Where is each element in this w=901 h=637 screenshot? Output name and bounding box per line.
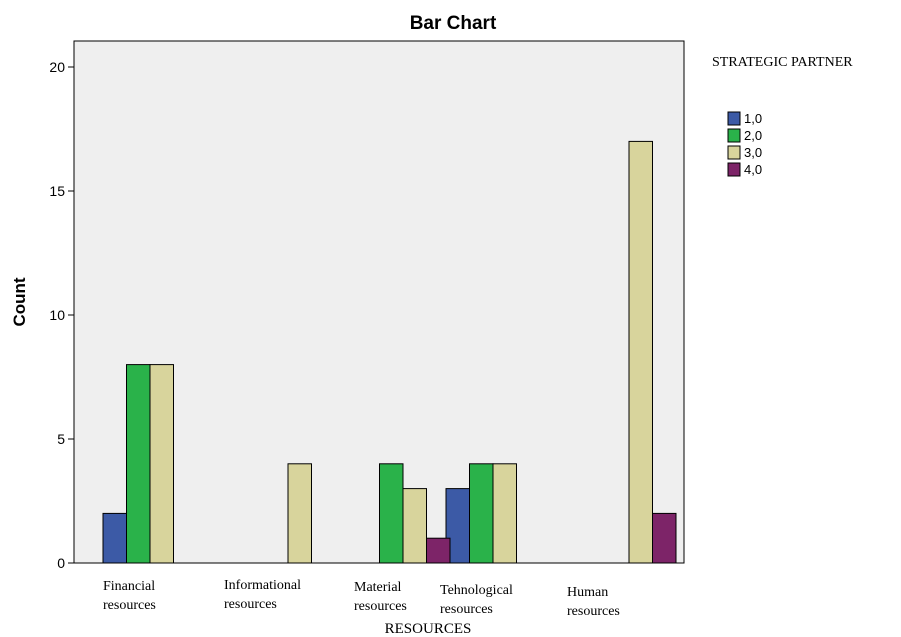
x-tick-label-line: resources [567,604,620,619]
legend-label: 2,0 [744,128,762,143]
bar-series-3-category-2 [287,463,312,564]
bar-series-3-category-5 [628,140,653,564]
chart-title: Bar Chart [410,13,497,34]
x-tick-label-line: resources [224,597,277,612]
legend-items: 1,0 2,0 3,0 4,0 [727,111,762,177]
x-tick-label: Material resources [354,580,407,614]
bar-series-4-category-5 [652,512,677,564]
y-tick-label: 0 [57,555,65,571]
x-tick-label-line: Financial [103,579,155,594]
legend: STRATEGIC PARTNER 1,0 2,0 3,0 4,0 [712,55,853,177]
x-tick-label-line: Human [567,585,608,600]
x-tick-label-line: Material [354,580,402,595]
y-tick-label: 5 [57,431,65,447]
bar-series-1-category-1 [102,512,127,564]
x-axis-label: RESOURCES [385,621,472,637]
legend-swatch [727,162,741,177]
y-axis: 0 5 10 15 20 [49,59,74,571]
y-tick-label: 15 [49,183,65,199]
x-tick-label-line: Tehnological [440,583,513,598]
legend-swatch [727,128,741,143]
y-tick-label: 20 [49,59,65,75]
bar-series-2-category-4 [469,463,494,564]
legend-title: STRATEGIC PARTNER [712,55,853,70]
x-tick-label: Informational resources [224,578,301,612]
y-axis-label: Count [10,277,29,326]
x-tick-label: Financial resources [103,579,156,613]
x-axis-tick-labels: Financial resources Informational resources… [103,578,620,619]
x-tick-label-line: resources [440,602,493,617]
legend-swatch [727,111,741,126]
x-tick-label-line: Informational [224,578,301,593]
legend-label: 3,0 [744,145,762,160]
x-tick-label-line: resources [103,598,156,613]
x-tick-label-line: resources [354,599,407,614]
bar-series-3-category-1 [149,364,174,564]
bar-series-3-category-4 [492,463,517,564]
bar-series-2-category-3 [379,463,404,564]
x-tick-label: Human resources [567,585,620,619]
x-tick-label: Tehnological resources [440,583,513,617]
legend-label: 1,0 [744,111,762,126]
bars [102,140,677,564]
bar-series-3-category-3 [402,488,427,564]
legend-swatch [727,145,741,160]
y-tick-label: 10 [49,307,65,323]
bar-series-4-category-3 [426,537,451,564]
bar-series-2-category-1 [126,364,151,564]
legend-label: 4,0 [744,162,762,177]
